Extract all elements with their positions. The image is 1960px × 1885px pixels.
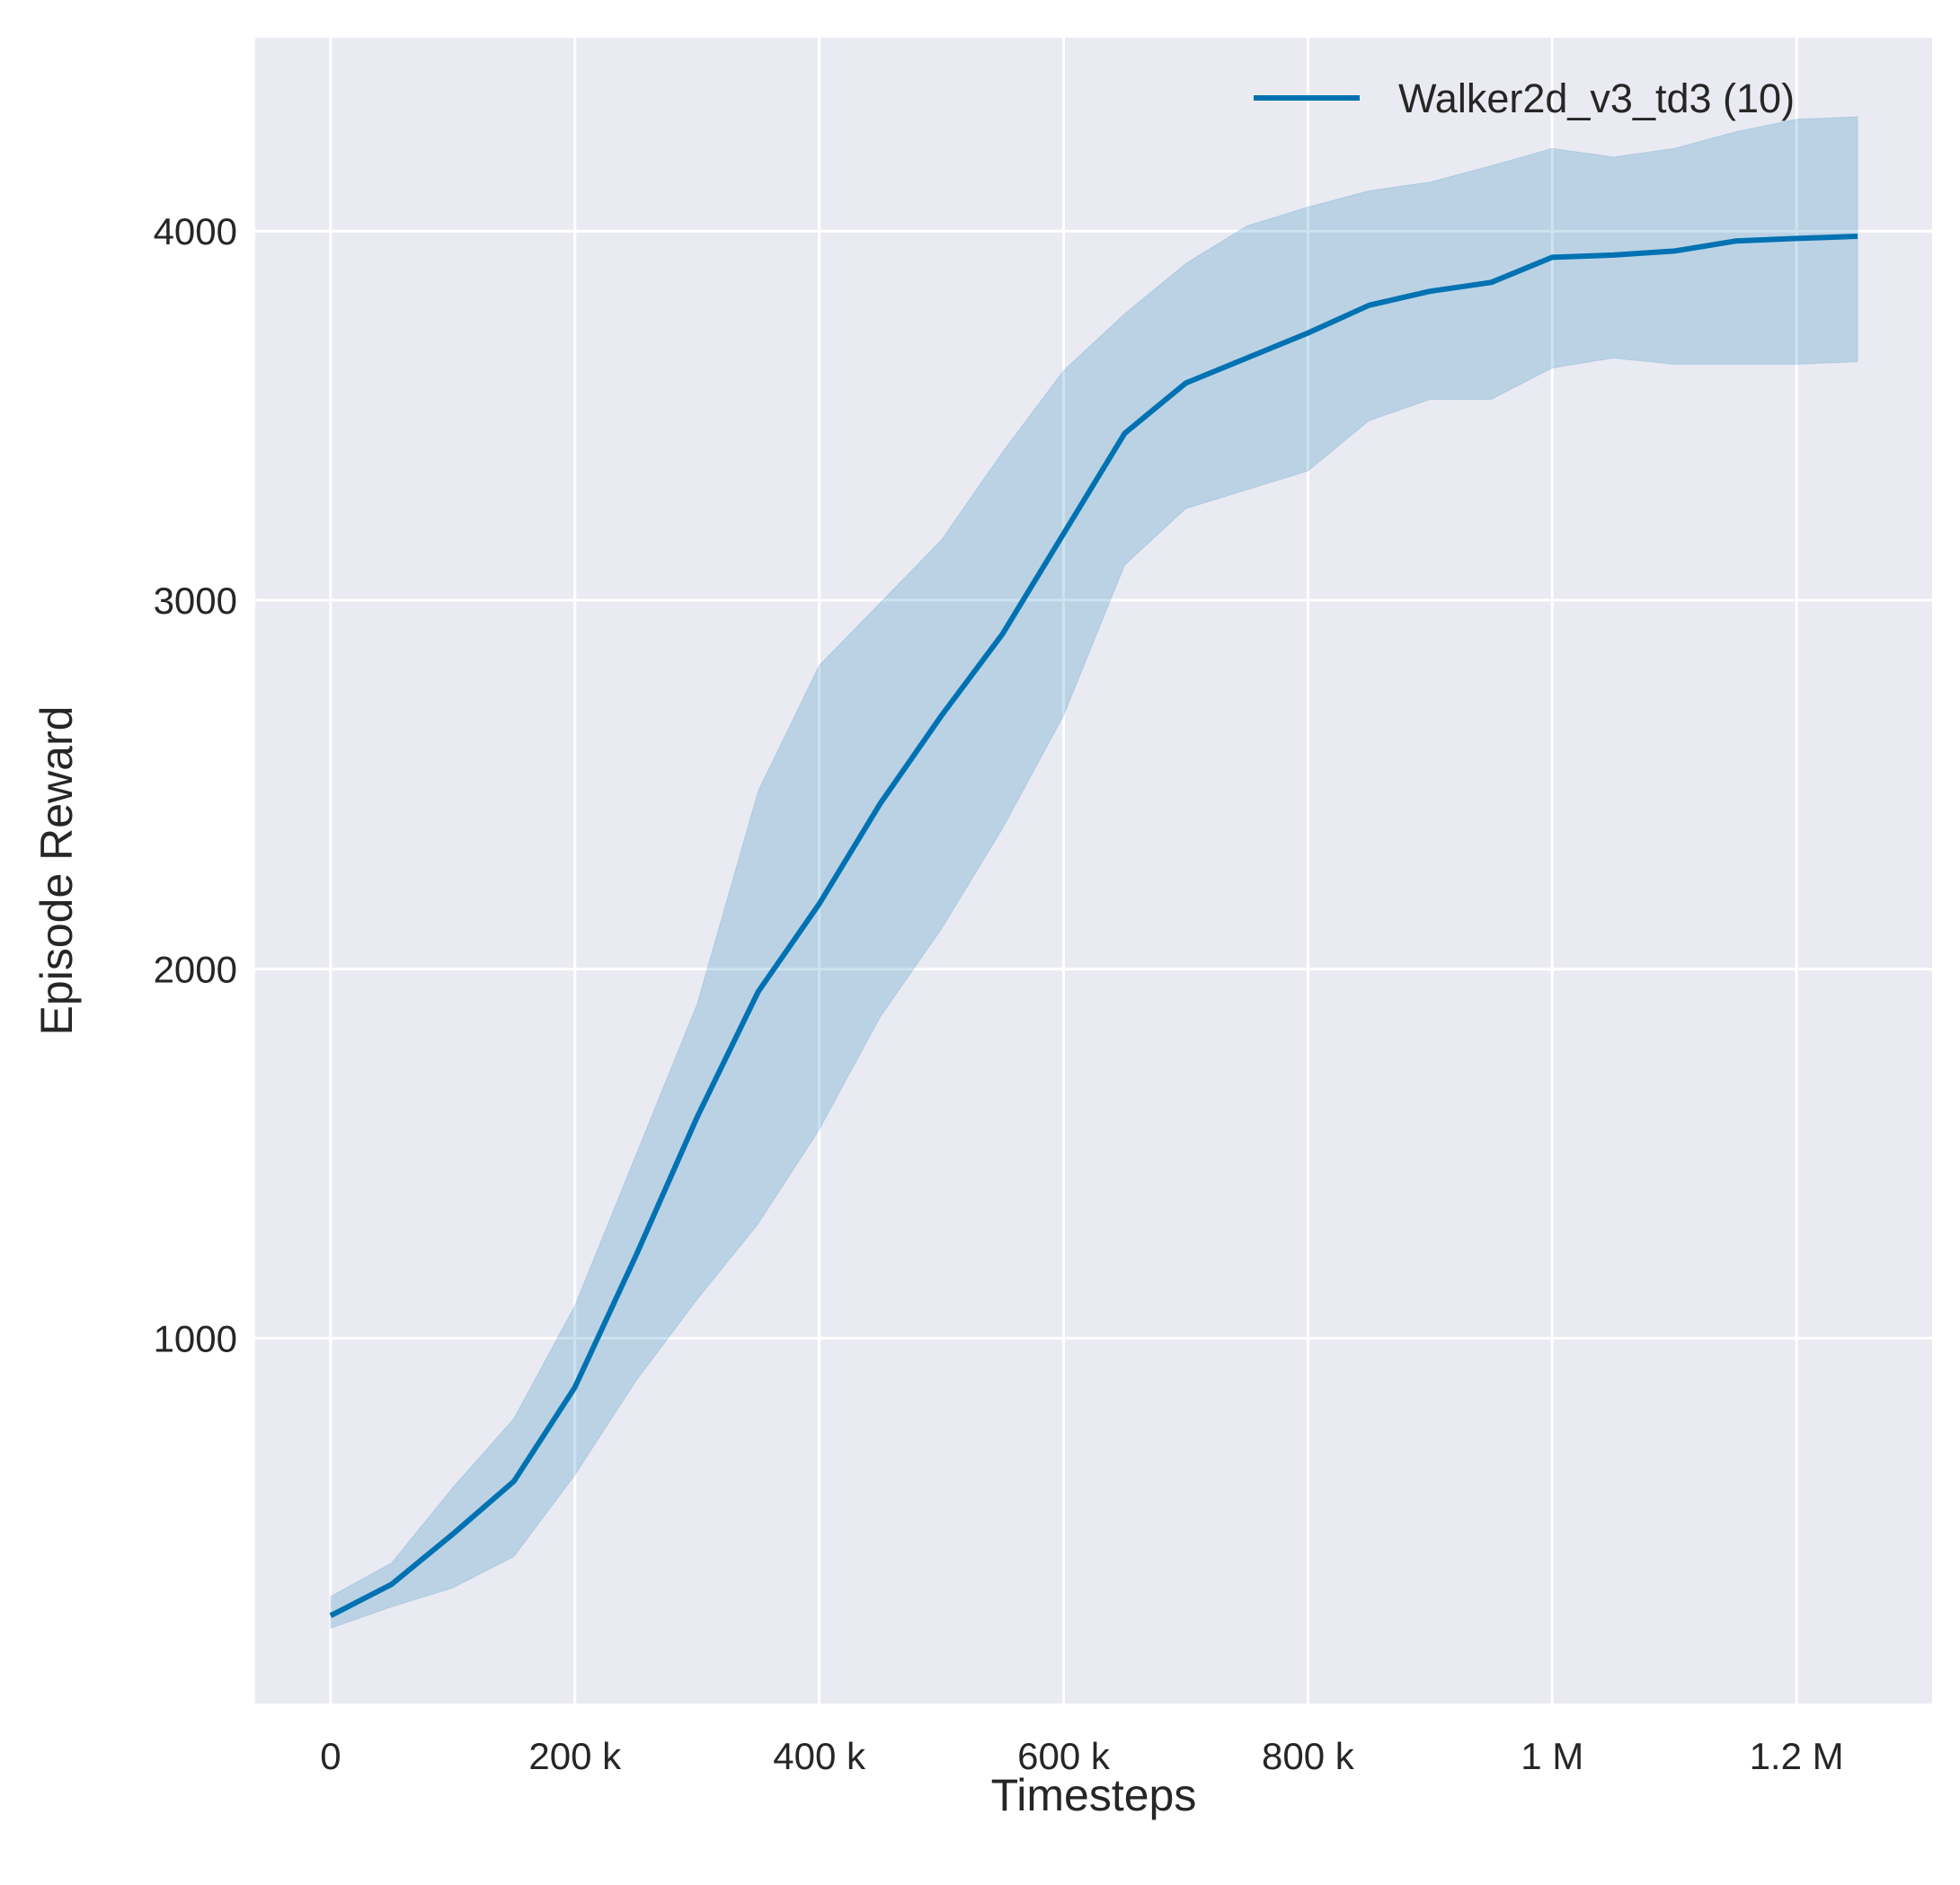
x-tick-label: 600 k [1017, 1735, 1111, 1777]
y-axis-label: Episode Reward [31, 706, 82, 1036]
series-line [329, 234, 1858, 1618]
x-tick-label: 200 k [528, 1735, 622, 1777]
x-axis-label: Timesteps [991, 1770, 1197, 1820]
x-tick-label: 800 k [1262, 1735, 1355, 1777]
legend: Walker2d_v3_td3 (10) [1254, 75, 1795, 121]
grid [255, 38, 1932, 1704]
y-tick-label: 2000 [154, 949, 237, 991]
x-tick-label: 400 k [773, 1735, 866, 1777]
x-tick-label: 1.2 M [1750, 1735, 1844, 1777]
plot-area [255, 38, 1932, 1704]
y-tick-label: 1000 [154, 1317, 237, 1359]
y-tick-label: 4000 [154, 210, 237, 252]
x-tick-label: 0 [320, 1735, 341, 1777]
legend-label: Walker2d_v3_td3 (10) [1398, 75, 1795, 121]
confidence-band [330, 116, 1858, 1629]
y-tick-labels: 1000 2000 3000 4000 [154, 210, 237, 1359]
x-tick-labels: 0 200 k 400 k 600 k 800 k 1 M 1.2 M [320, 1735, 1843, 1777]
y-tick-label: 3000 [154, 580, 237, 622]
x-tick-label: 1 M [1521, 1735, 1583, 1777]
